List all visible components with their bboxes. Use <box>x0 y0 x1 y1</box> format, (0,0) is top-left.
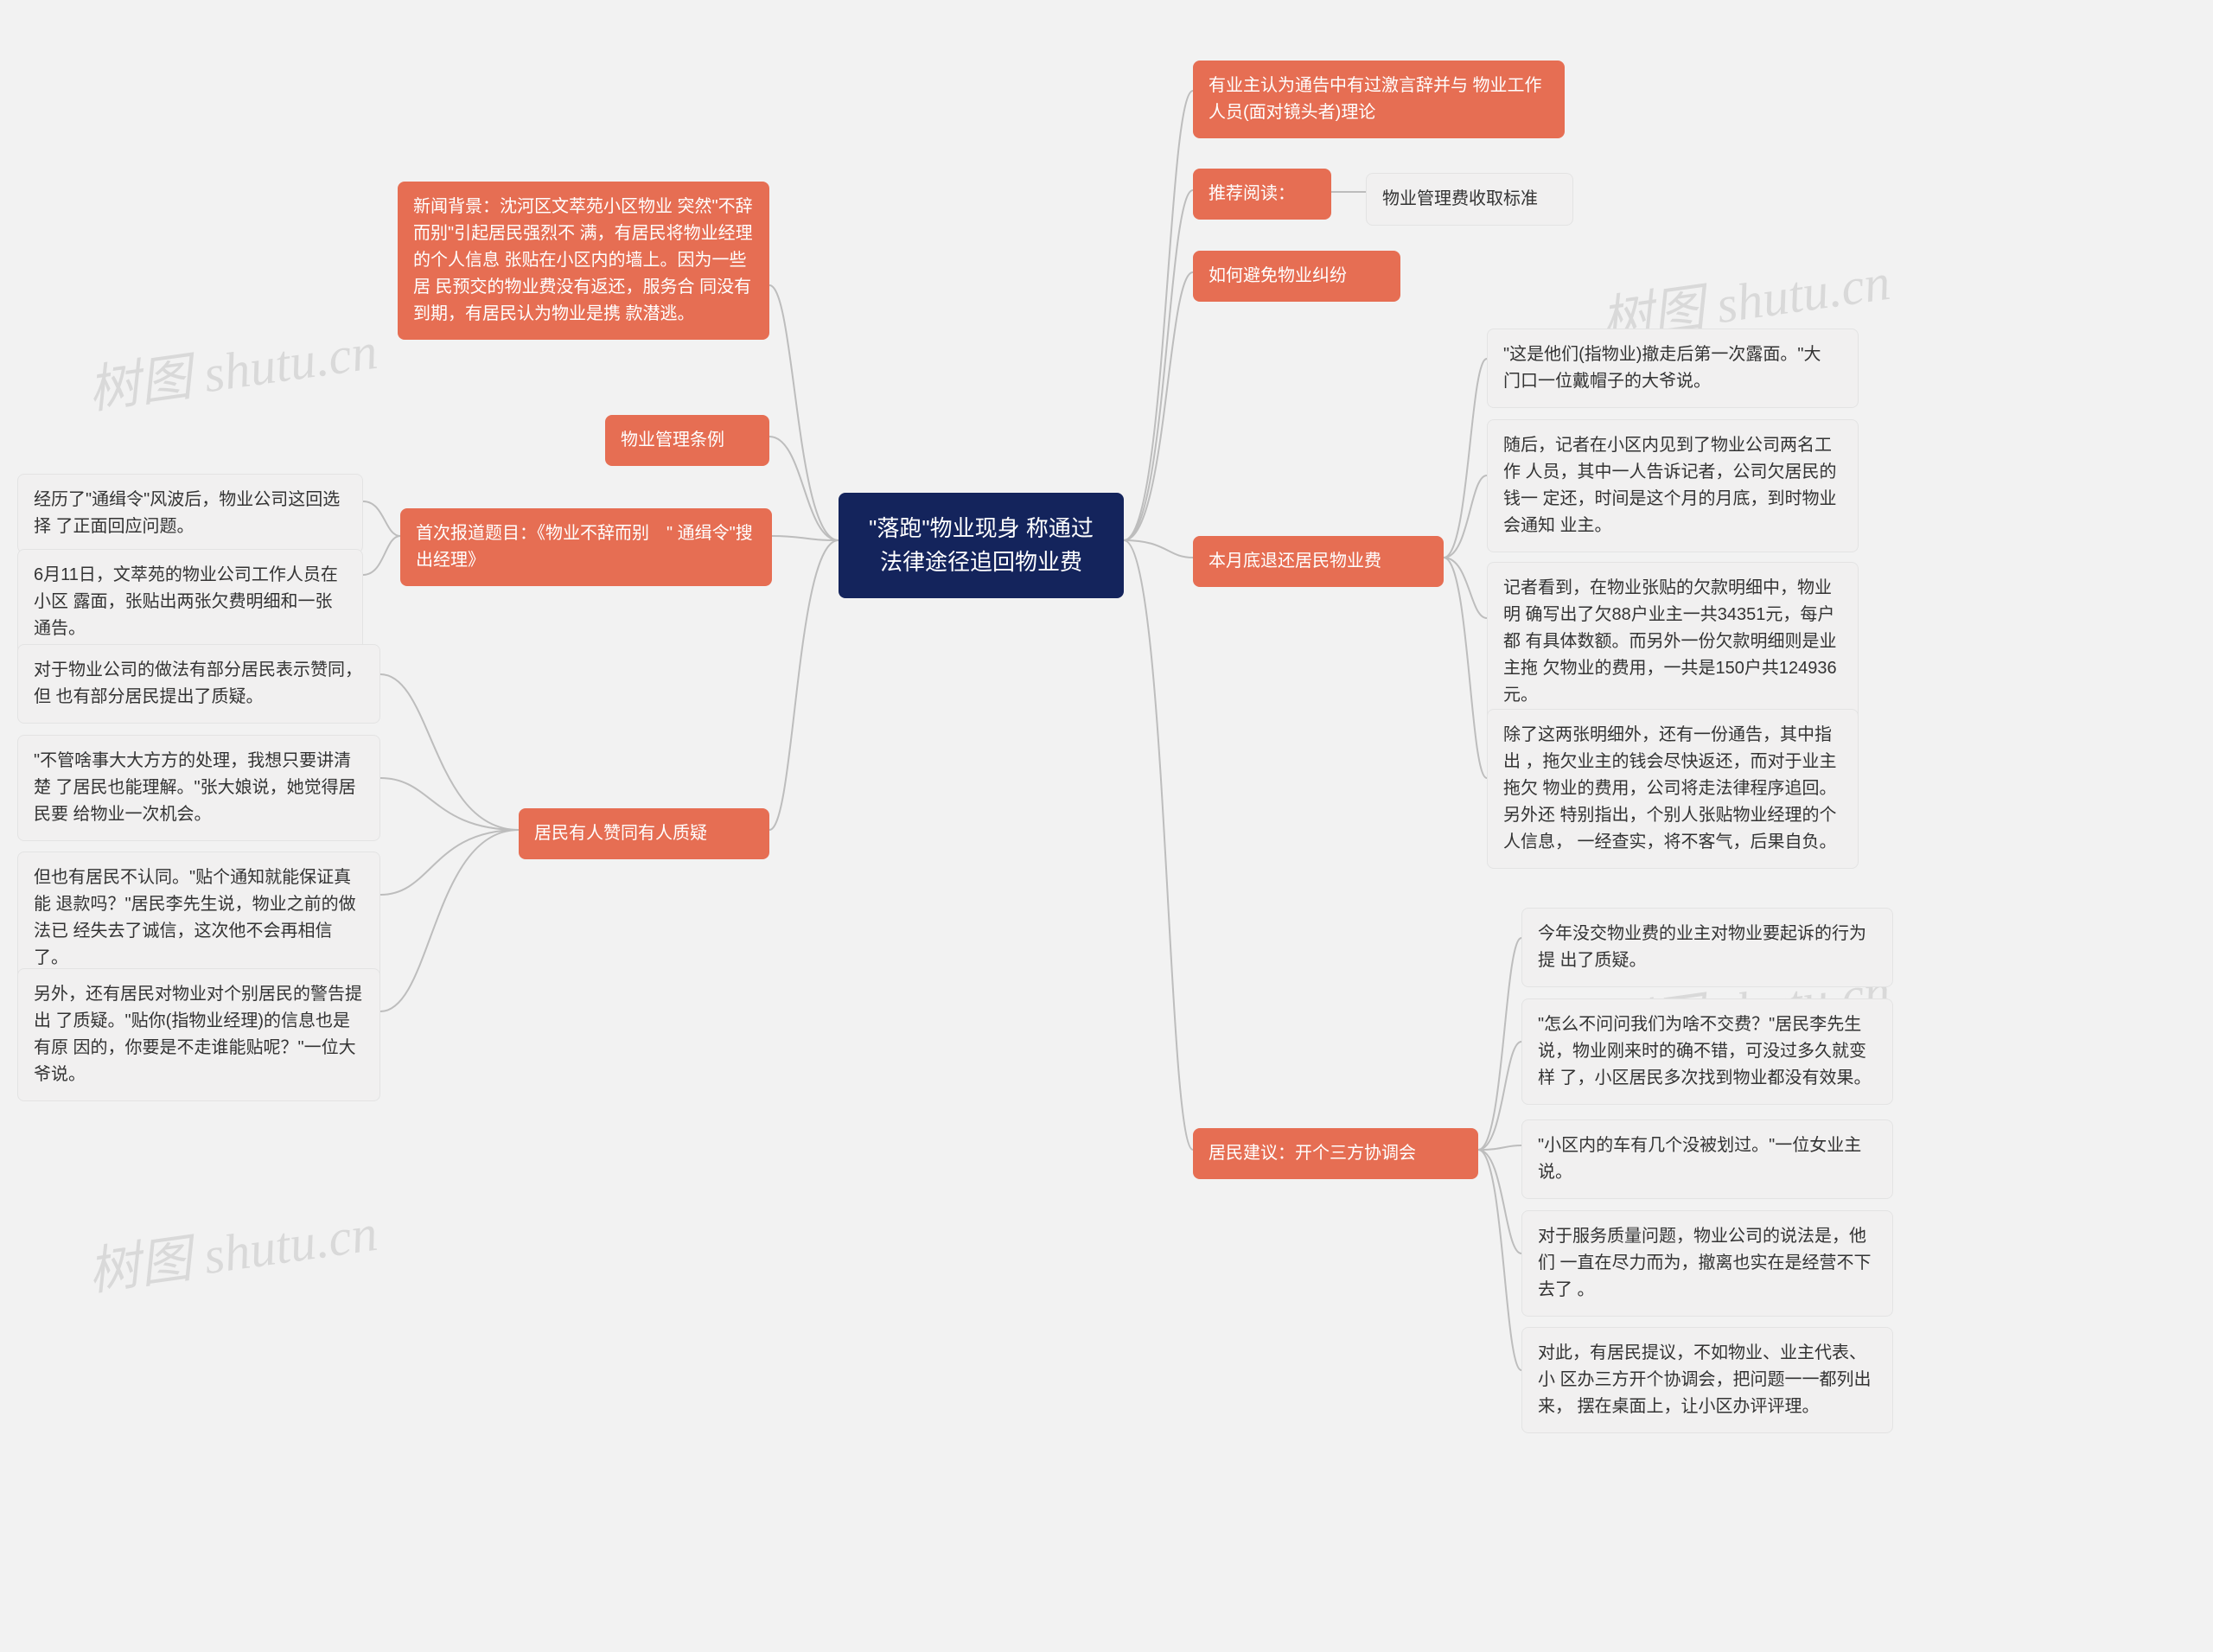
leaf-refund-0[interactable]: "这是他们(指物业)撤走后第一次露面。"大 门口一位戴帽子的大爷说。 <box>1487 328 1859 408</box>
branch-recommend[interactable]: 推荐阅读： <box>1193 169 1331 220</box>
leaf-suggest-3[interactable]: 对于服务质量问题，物业公司的说法是，他们 一直在尽力而为，撤离也实在是经营不下去… <box>1521 1210 1893 1317</box>
leaf-refund-2[interactable]: 记者看到，在物业张贴的欠款明细中，物业明 确写出了欠88户业主一共34351元，… <box>1487 562 1859 722</box>
leaf-suggest-2[interactable]: "小区内的车有几个没被划过。"一位女业主 说。 <box>1521 1119 1893 1199</box>
leaf-residents-opinion-0[interactable]: 对于物业公司的做法有部分居民表示赞同，但 也有部分居民提出了质疑。 <box>17 644 380 724</box>
leaf-suggest-1[interactable]: "怎么不问问我们为啥不交费？"居民李先生 说，物业刚来时的确不错，可没过多久就变… <box>1521 998 1893 1105</box>
branch-regulation[interactable]: 物业管理条例 <box>605 415 769 466</box>
branch-residents-opinion[interactable]: 居民有人赞同有人质疑 <box>519 808 769 859</box>
leaf-residents-opinion-1[interactable]: "不管啥事大大方方的处理，我想只要讲清楚 了居民也能理解。"张大娘说，她觉得居民… <box>17 735 380 841</box>
branch-owner-argue[interactable]: 有业主认为通告中有过激言辞并与 物业工作人员(面对镜头者)理论 <box>1193 61 1565 138</box>
leaf-refund-1[interactable]: 随后，记者在小区内见到了物业公司两名工作 人员，其中一人告诉记者，公司欠居民的钱… <box>1487 419 1859 552</box>
leaf-refund-3[interactable]: 除了这两张明细外，还有一份通告，其中指出 ，拖欠业主的钱会尽快返还，而对于业主拖… <box>1487 709 1859 869</box>
branch-first-report[interactable]: 首次报道题目：《物业不辞而别 " 通缉令"搜出经理》 <box>400 508 772 586</box>
branch-refund[interactable]: 本月底退还居民物业费 <box>1193 536 1444 587</box>
branch-resident-suggest[interactable]: 居民建议：开个三方协调会 <box>1193 1128 1478 1179</box>
watermark: 树图 shutu.cn <box>83 1190 381 1305</box>
leaf-recommend-0[interactable]: 物业管理费收取标准 <box>1366 173 1573 226</box>
leaf-suggest-0[interactable]: 今年没交物业费的业主对物业要起诉的行为提 出了质疑。 <box>1521 908 1893 987</box>
leaf-suggest-4[interactable]: 对此，有居民提议，不如物业、业主代表、小 区办三方开个协调会，把问题一一都列出来… <box>1521 1327 1893 1433</box>
branch-avoid-dispute[interactable]: 如何避免物业纠纷 <box>1193 251 1400 302</box>
watermark: 树图 shutu.cn <box>83 309 381 424</box>
leaf-first-report-0[interactable]: 经历了"通缉令"风波后，物业公司这回选择 了正面回应问题。 <box>17 474 363 553</box>
center-node[interactable]: "落跑"物业现身 称通过 法律途径追回物业费 <box>839 493 1124 598</box>
leaf-first-report-1[interactable]: 6月11日，文萃苑的物业公司工作人员在小区 露面，张贴出两张欠费明细和一张通告。 <box>17 549 363 655</box>
leaf-residents-opinion-3[interactable]: 另外，还有居民对物业对个别居民的警告提出 了质疑。"贴你(指物业经理)的信息也是… <box>17 968 380 1101</box>
branch-news-bg[interactable]: 新闻背景：沈河区文萃苑小区物业 突然"不辞而别"引起居民强烈不 满，有居民将物业… <box>398 182 769 340</box>
leaf-residents-opinion-2[interactable]: 但也有居民不认同。"贴个通知就能保证真能 退款吗？"居民李先生说，物业之前的做法… <box>17 852 380 985</box>
